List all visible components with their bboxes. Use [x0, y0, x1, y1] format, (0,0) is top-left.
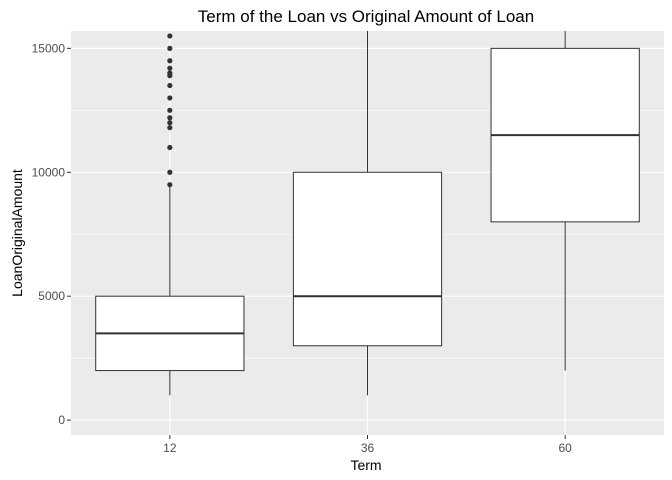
outlier-point: [167, 144, 173, 151]
outlier-point: [167, 169, 173, 175]
outlier-point: [167, 82, 173, 89]
outlier-point: [167, 58, 173, 64]
box-series: [95, 31, 640, 396]
outlier-point: [167, 125, 173, 131]
x-tick-label: 60: [558, 441, 572, 455]
outlier-point: [167, 70, 173, 76]
outlier-point: [167, 95, 173, 101]
y-tick-label: 0: [58, 413, 65, 427]
outlier-point: [167, 115, 173, 121]
y-axis-title: LoanOriginalAmount: [9, 169, 25, 297]
box-60: [490, 31, 640, 371]
x-tick-label: 36: [361, 441, 375, 455]
y-axis-ticks: 0 5000 10000 15000: [32, 41, 71, 427]
y-tick-label: 10000: [32, 165, 66, 179]
box-36: [292, 31, 443, 396]
chart-title: Term of the Loan vs Original Amount of L…: [198, 7, 534, 26]
box-iqr: [292, 171, 443, 347]
outlier-point: [167, 45, 173, 51]
x-axis-title: Term: [350, 457, 381, 473]
outlier-point: [167, 33, 173, 39]
outlier-point: [167, 182, 173, 188]
box-12: [95, 33, 245, 396]
outlier-point: [167, 107, 173, 113]
x-axis-ticks: 12 36 60: [163, 435, 572, 455]
outlier-point: [167, 65, 173, 71]
x-tick-label: 12: [163, 441, 177, 455]
outlier-point: [167, 120, 173, 126]
y-tick-label: 5000: [38, 289, 65, 303]
y-tick-label: 15000: [32, 41, 66, 55]
